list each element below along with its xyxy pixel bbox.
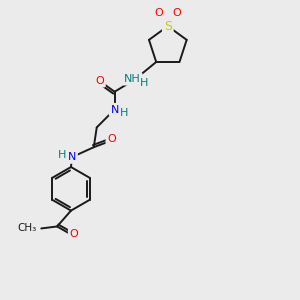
Text: H: H xyxy=(140,78,148,88)
Text: O: O xyxy=(172,8,181,18)
Text: NH: NH xyxy=(124,74,141,84)
Text: N: N xyxy=(68,152,76,162)
Text: CH₃: CH₃ xyxy=(17,224,36,233)
Text: N: N xyxy=(110,105,119,115)
Text: O: O xyxy=(95,76,104,86)
Text: O: O xyxy=(107,134,116,144)
Text: O: O xyxy=(70,230,78,239)
Text: H: H xyxy=(58,150,66,160)
Text: O: O xyxy=(154,8,163,18)
Text: S: S xyxy=(164,20,172,33)
Text: H: H xyxy=(120,107,129,118)
